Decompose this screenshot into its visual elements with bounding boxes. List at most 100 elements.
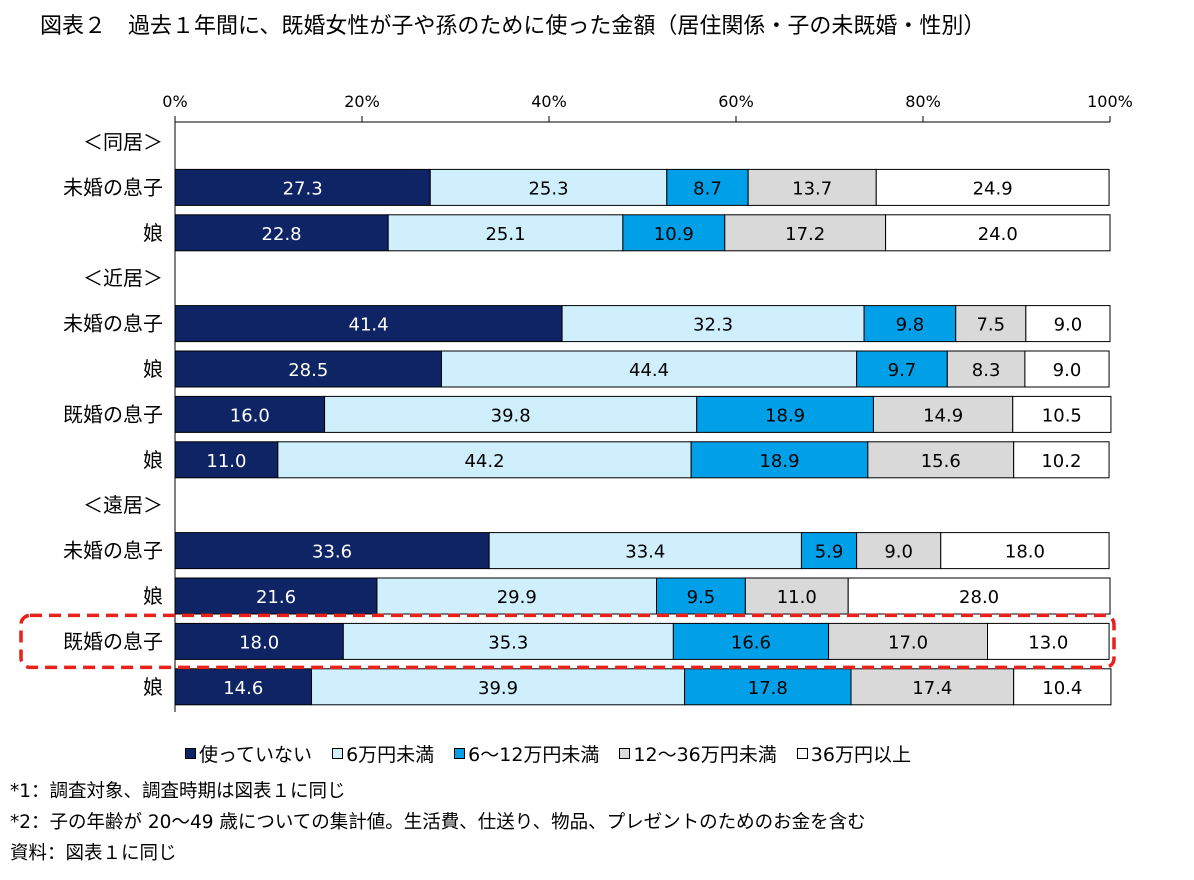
- legend-item: 使っていない: [185, 740, 312, 767]
- bar-row: 娘 28.5 44.4 9.7 8.3 9.0: [143, 350, 1110, 388]
- category-label: 未婚の息子: [63, 312, 163, 336]
- category-label: 既婚の息子: [63, 402, 163, 426]
- x-tick-label: 100%: [1087, 92, 1133, 111]
- bar-row: 娘 11.0 44.2 18.9 15.6 10.2: [143, 441, 1110, 479]
- category-label: 娘: [143, 221, 163, 245]
- bar-segment: [747, 168, 877, 206]
- bar-segment: [561, 305, 865, 343]
- data-label: 9.0: [884, 542, 913, 563]
- bar-segment: [1013, 441, 1110, 479]
- group-row: ＜近居＞: [83, 266, 163, 290]
- bar-row: 既婚の息子 18.0 35.3 16.6 17.0 13.0: [63, 622, 1110, 660]
- data-label: 9.0: [1053, 360, 1082, 381]
- bar-segment: [174, 350, 442, 388]
- bar-segment: [277, 441, 692, 479]
- data-label: 17.4: [912, 678, 952, 699]
- x-tick-label: 0%: [162, 92, 187, 111]
- bar-segment: [174, 532, 490, 570]
- category-label: 娘: [143, 357, 163, 381]
- bar-segment: [885, 214, 1111, 252]
- bar-segment: [342, 622, 674, 660]
- highlight-layer: [19, 613, 1116, 670]
- legend-item: 12～36万円未満: [619, 740, 777, 767]
- footnote: *1：調査対象、調査時期は図表１に同じ: [10, 781, 346, 802]
- data-label: 8.3: [972, 360, 1001, 381]
- data-label: 5.9: [815, 542, 844, 563]
- bar-segment: [1013, 668, 1112, 706]
- bar-segment: [987, 622, 1110, 660]
- highlight-box: [19, 613, 1116, 670]
- data-label: 18.9: [759, 451, 799, 472]
- bar-segment: [174, 214, 389, 252]
- bar-segment: [955, 305, 1027, 343]
- legend-swatch: [619, 748, 631, 759]
- data-label: 28.0: [959, 587, 999, 608]
- legend-item: 6～12万円未満: [454, 740, 599, 767]
- data-label: 9.5: [687, 587, 716, 608]
- data-label: 10.9: [654, 224, 694, 245]
- bar-segment: [440, 350, 858, 388]
- legend-swatch: [185, 748, 196, 759]
- data-label: 9.8: [896, 315, 925, 336]
- legend-item: 6万円未満: [332, 740, 434, 767]
- data-label: 22.8: [262, 224, 302, 245]
- bar-segment: [174, 305, 563, 343]
- bar-row: 娘 21.6 29.9 9.5 11.0 28.0: [143, 577, 1111, 615]
- bar-segment: [850, 668, 1015, 706]
- data-label: 15.6: [921, 451, 961, 472]
- legend-label: 6～12万円未満: [468, 744, 600, 766]
- bar-segment: [872, 395, 1014, 433]
- bar-segment: [684, 668, 852, 706]
- data-label: 33.6: [312, 542, 352, 563]
- data-label: 14.6: [223, 678, 263, 699]
- bar-segment: [856, 532, 942, 570]
- legend-label: 6万円未満: [346, 744, 435, 766]
- bar-segment: [1024, 350, 1110, 388]
- legend-item: 36万円以上: [796, 740, 911, 767]
- data-label: 24.0: [978, 224, 1018, 245]
- bar-segment: [622, 214, 726, 252]
- bar-segment: [875, 168, 1110, 206]
- group-label: ＜近居＞: [83, 266, 163, 290]
- data-label: 16.6: [731, 632, 771, 653]
- bar-segment: [856, 350, 948, 388]
- bar-segment: [656, 577, 746, 615]
- bar-segment: [696, 395, 874, 433]
- data-label: 18.0: [239, 632, 279, 653]
- bar-segment: [1012, 395, 1112, 433]
- footnotes: *1：調査対象、調査時期は図表１に同じ *2：子の年齢が 20～49 歳について…: [10, 776, 866, 869]
- group-label: ＜同居＞: [83, 130, 163, 154]
- bar-segment: [488, 532, 802, 570]
- footnote: 資料：図表１に同じ: [10, 843, 177, 864]
- data-label: 9.7: [888, 360, 917, 381]
- category-label: 娘: [143, 448, 163, 472]
- legend-label: 12～36万円未満: [633, 744, 777, 766]
- bar-row: 未婚の息子 33.6 33.4 5.9 9.0 18.0: [63, 532, 1110, 570]
- legend-swatch: [332, 748, 344, 759]
- data-label: 41.4: [349, 315, 389, 336]
- data-label: 21.6: [256, 587, 296, 608]
- category-label: 娘: [143, 675, 163, 699]
- bar-row: 娘 14.6 39.9 17.8 17.4 10.4: [143, 668, 1112, 706]
- data-label: 39.8: [491, 405, 531, 426]
- data-label: 39.9: [478, 678, 518, 699]
- bar-segment: [863, 305, 957, 343]
- legend-label: 使っていない: [199, 744, 313, 766]
- chart-rows: ＜同居＞ 未婚の息子 27.3 25.3 8.7 13.7 24.9 娘 22.8 25.1 10.…: [63, 130, 1112, 706]
- bar-row: 娘 22.8 25.1 10.9 17.2 24.0: [143, 214, 1111, 252]
- data-label: 44.2: [464, 451, 504, 472]
- legend-swatch: [796, 748, 808, 759]
- category-label: 未婚の息子: [63, 539, 163, 563]
- data-label: 13.7: [792, 178, 832, 199]
- data-label: 10.4: [1042, 678, 1082, 699]
- bar-segment: [376, 577, 658, 615]
- bar-segment: [1025, 305, 1111, 343]
- bar-row: 未婚の息子 41.4 32.3 9.8 7.5 9.0: [63, 305, 1111, 343]
- data-label: 28.5: [288, 360, 328, 381]
- data-label: 24.9: [973, 178, 1013, 199]
- data-label: 25.3: [528, 178, 568, 199]
- data-label: 25.1: [485, 224, 525, 245]
- bar-segment: [690, 441, 869, 479]
- footnote: *2：子の年齢が 20～49 歳についての集計値。生活費、仕送り、物品、プレゼン…: [10, 812, 866, 833]
